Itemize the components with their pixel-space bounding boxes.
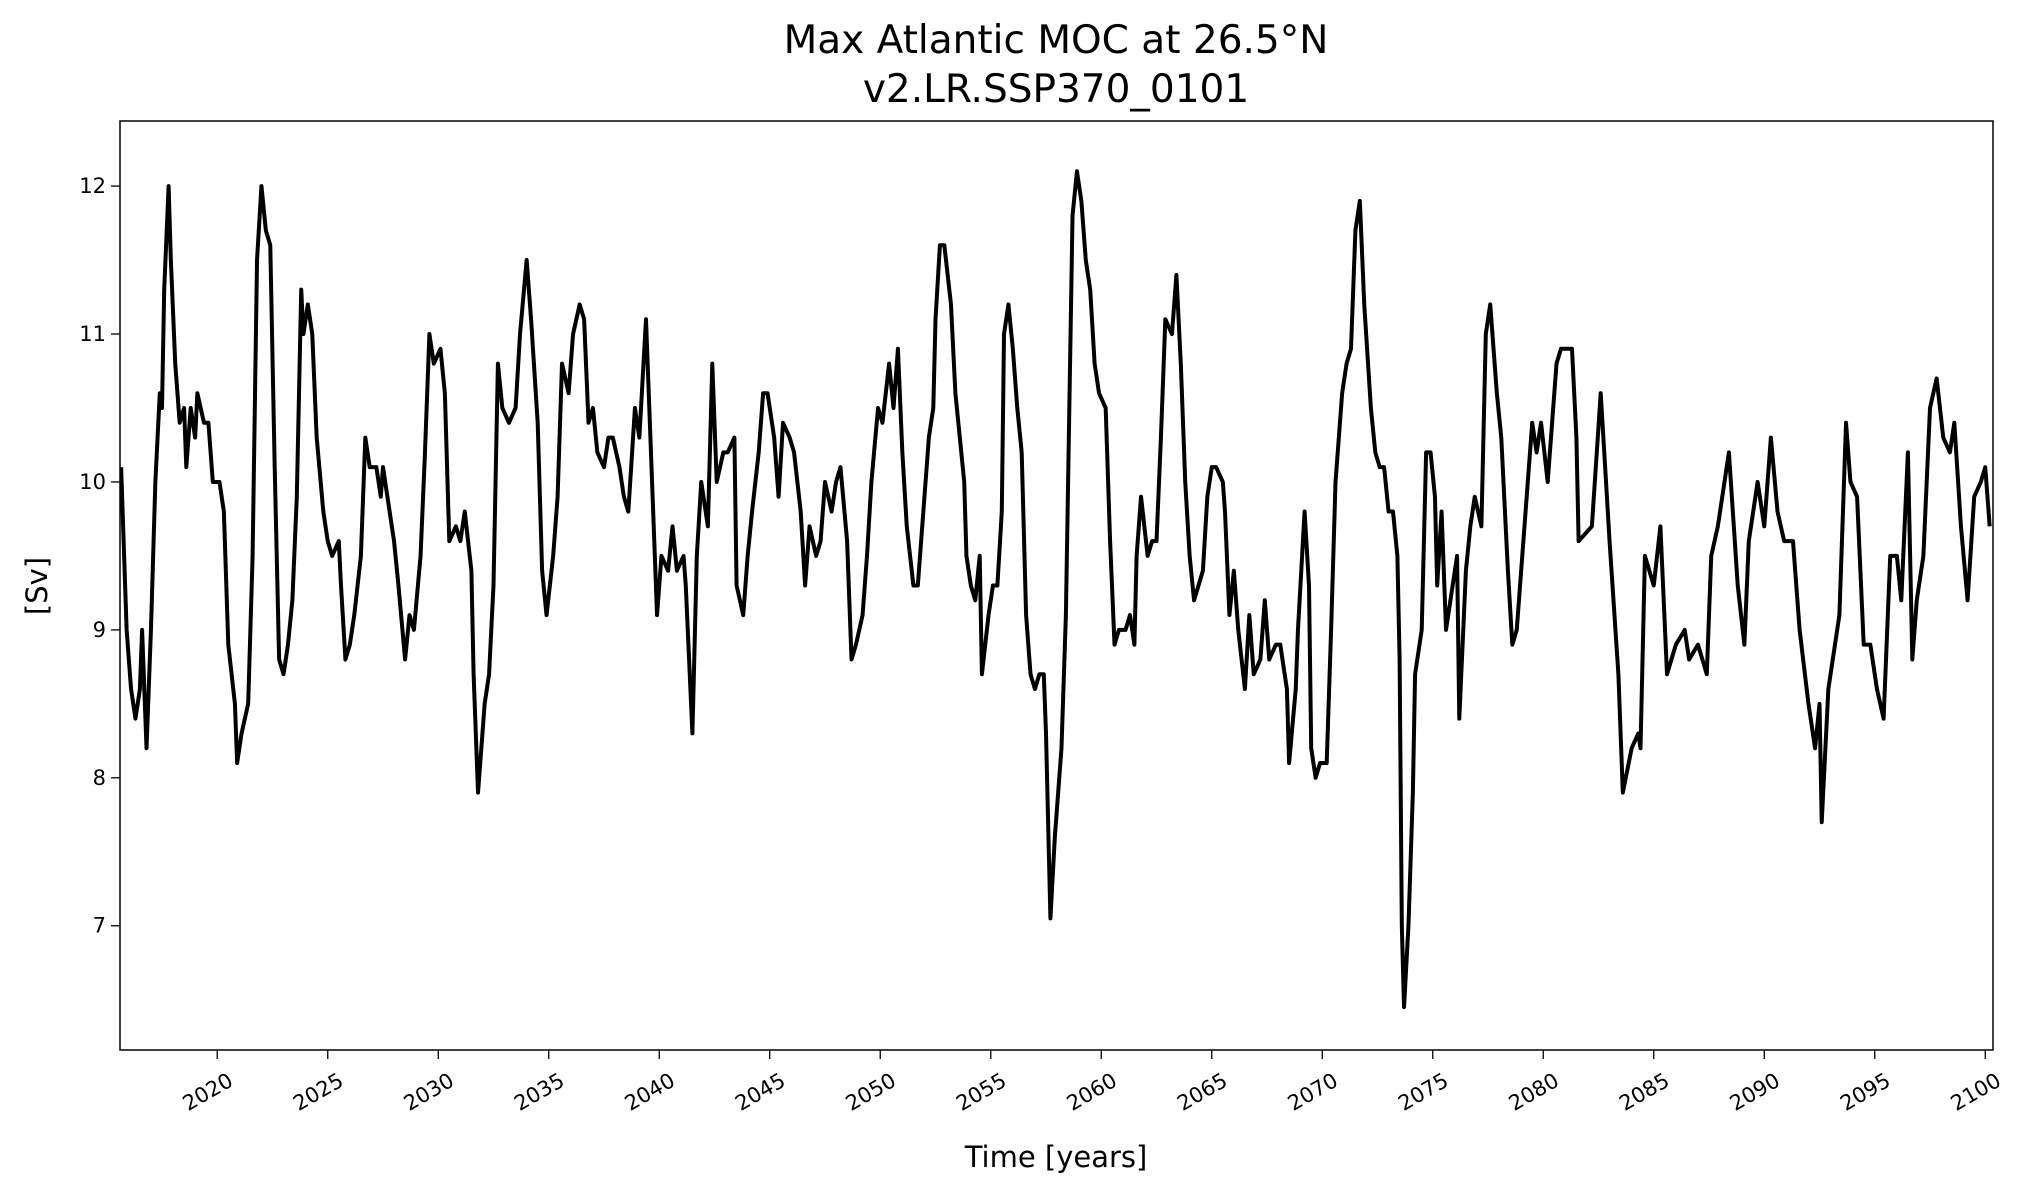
y-tick-label: 12 [79, 174, 106, 198]
x-tick-label: 2070 [1284, 1068, 1342, 1116]
x-tick-label: 2040 [621, 1068, 679, 1116]
x-tick-label: 2090 [1726, 1068, 1784, 1116]
x-tick-label: 2065 [1173, 1068, 1231, 1116]
y-tick-label: 10 [79, 470, 106, 494]
x-tick-label: 2095 [1836, 1068, 1894, 1116]
x-tick-label: 2045 [731, 1068, 789, 1116]
y-tick-label: 7 [93, 914, 106, 938]
x-tick-label: 2060 [1063, 1068, 1121, 1116]
y-tick-label: 8 [93, 766, 106, 790]
y-tick-label: 11 [79, 322, 106, 346]
y-axis-label: [Sv] [20, 557, 54, 615]
x-tick-label: 2075 [1394, 1068, 1452, 1116]
data-line [120, 169, 1992, 1010]
x-tick-label: 2035 [510, 1068, 568, 1116]
x-tick-label: 2020 [179, 1068, 237, 1116]
x-tick-label: 2085 [1615, 1068, 1673, 1116]
x-tick-label: 2055 [952, 1068, 1010, 1116]
x-tick-label: 2050 [842, 1068, 900, 1116]
x-axis-label: Time [years] [964, 1140, 1148, 1174]
x-tick-label: 2025 [289, 1068, 347, 1116]
plot-frame [119, 120, 1994, 1051]
x-tick-label: 2100 [1947, 1068, 2005, 1116]
x-tick-label: 2080 [1505, 1068, 1563, 1116]
chart-title: Max Atlantic MOC at 26.5°N [784, 18, 1329, 63]
x-tick-label: 2030 [400, 1068, 458, 1116]
chart-subtitle: v2.LR.SSP370_0101 [863, 67, 1249, 112]
y-tick-label: 9 [93, 618, 106, 642]
